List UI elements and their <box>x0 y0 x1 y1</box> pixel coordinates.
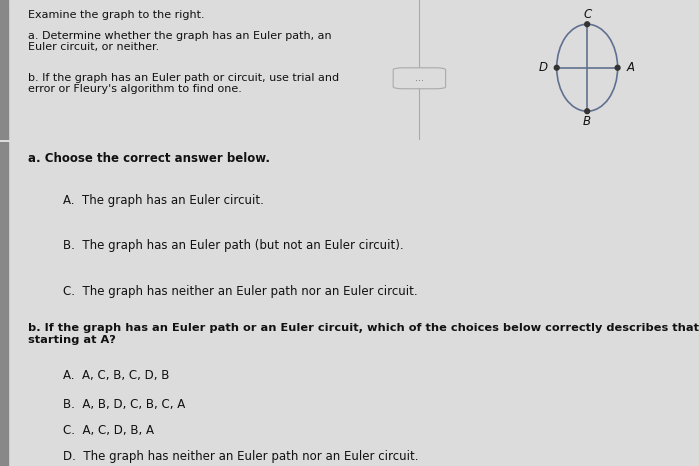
Text: C.  A, C, D, B, A: C. A, C, D, B, A <box>63 424 154 437</box>
Text: C.  The graph has neither an Euler path nor an Euler circuit.: C. The graph has neither an Euler path n… <box>63 285 417 298</box>
Text: …: … <box>415 74 424 83</box>
Text: D: D <box>539 61 548 74</box>
Bar <box>0 0 8 140</box>
Circle shape <box>554 65 559 70</box>
Text: b. If the graph has an Euler path or an Euler circuit, which of the choices belo: b. If the graph has an Euler path or an … <box>28 323 699 345</box>
Text: D.  The graph has neither an Euler path nor an Euler circuit.: D. The graph has neither an Euler path n… <box>63 450 419 463</box>
Bar <box>0 142 8 466</box>
Text: A.  The graph has an Euler circuit.: A. The graph has an Euler circuit. <box>63 194 264 207</box>
Text: a. Choose the correct answer below.: a. Choose the correct answer below. <box>28 152 270 165</box>
Text: B.  A, B, D, C, B, C, A: B. A, B, D, C, B, C, A <box>63 398 185 411</box>
Text: Examine the graph to the right.: Examine the graph to the right. <box>28 10 205 20</box>
FancyBboxPatch shape <box>393 68 446 89</box>
Text: a. Determine whether the graph has an Euler path, an
Euler circuit, or neither.: a. Determine whether the graph has an Eu… <box>28 31 331 52</box>
Text: b. If the graph has an Euler path or circuit, use trial and
error or Fleury's al: b. If the graph has an Euler path or cir… <box>28 73 339 94</box>
Circle shape <box>585 109 589 114</box>
Circle shape <box>615 65 620 70</box>
Text: A.  A, C, B, C, D, B: A. A, C, B, C, D, B <box>63 369 169 382</box>
Text: B: B <box>583 115 591 128</box>
Text: B.  The graph has an Euler path (but not an Euler circuit).: B. The graph has an Euler path (but not … <box>63 239 403 252</box>
Circle shape <box>585 22 589 27</box>
Text: C: C <box>583 8 591 21</box>
Text: A: A <box>626 61 635 74</box>
